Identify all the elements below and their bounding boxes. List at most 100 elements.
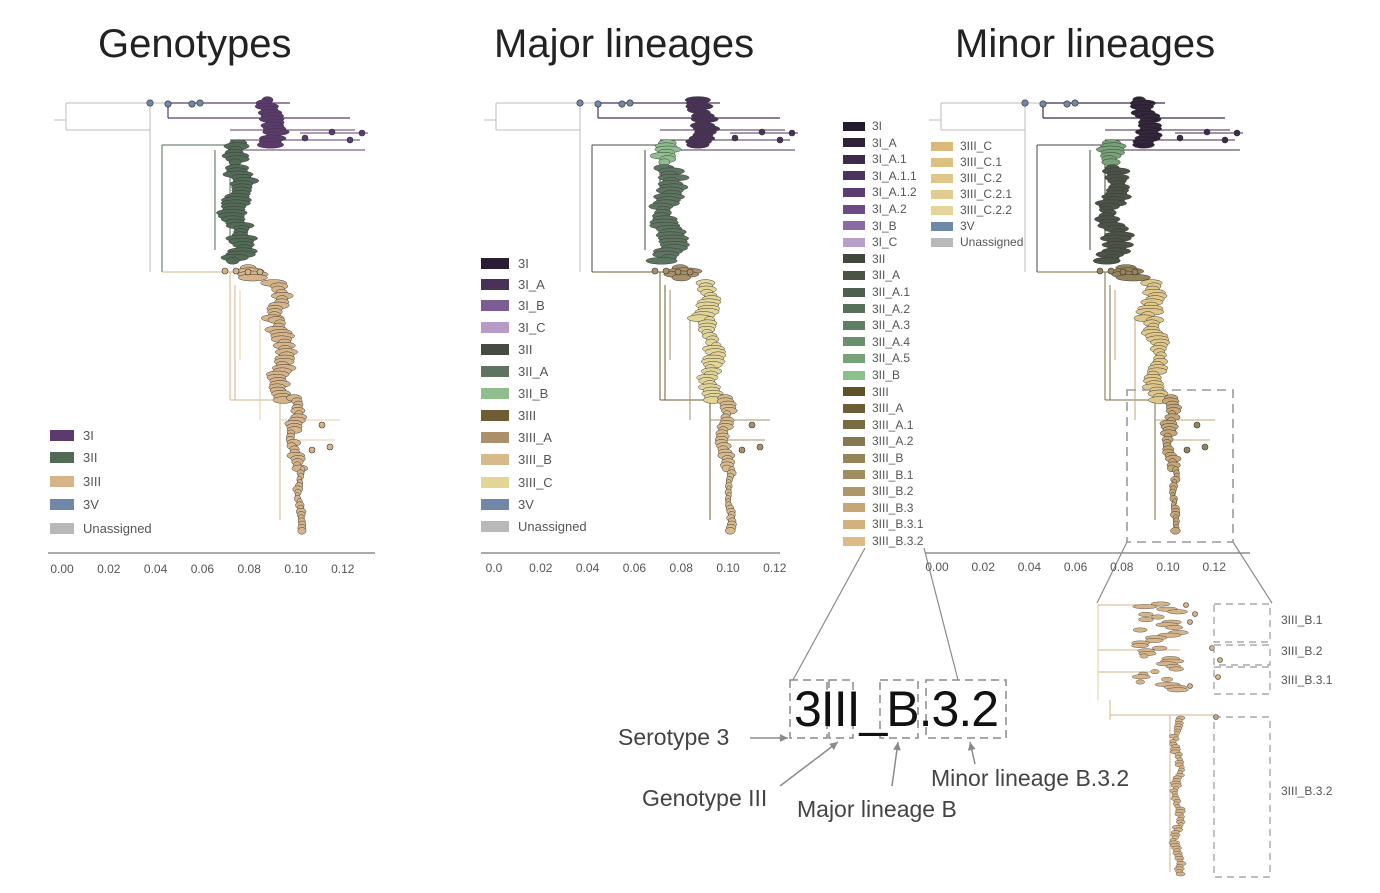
clade-segment <box>226 257 240 265</box>
legend-label: 3III_B.3.2 <box>872 534 924 548</box>
legend-swatch <box>843 519 865 529</box>
legend-label: 3I_A.1 <box>872 152 907 167</box>
clade-segment <box>1150 601 1171 607</box>
clade-segment <box>1131 643 1149 648</box>
legend-item: 3I_A <box>843 136 897 150</box>
clade-segment <box>1092 257 1121 265</box>
tip-node <box>1203 128 1211 136</box>
tip-node <box>756 443 764 451</box>
legend-swatch <box>843 337 865 347</box>
axis-tick-label: 0.04 <box>143 562 168 576</box>
legend-item: 3I_A.1.2 <box>843 185 917 199</box>
tip-node <box>788 129 796 137</box>
clade-segment <box>297 527 307 535</box>
legend-item: 3II_A.2 <box>843 302 910 316</box>
legend-label: 3III_C <box>960 139 993 153</box>
legend-swatch <box>843 403 865 413</box>
legend-item: 3III_C.2 <box>931 171 1002 185</box>
tip-node <box>221 267 229 275</box>
tip-node <box>328 128 336 136</box>
legend-label: 3III_A.2 <box>872 434 914 449</box>
legend-item: 3I_C <box>481 320 545 335</box>
axis-tick-label: 0.08 <box>669 561 693 575</box>
legend-item: 3III_C.2.2 <box>931 203 1012 217</box>
legend-item: 3III <box>50 474 101 489</box>
legend-item: 3V <box>931 219 975 233</box>
legend-swatch <box>843 436 865 446</box>
legend-item: 3I <box>843 119 882 133</box>
clade-segment <box>237 273 268 282</box>
code-part-box <box>925 679 1007 739</box>
zoom-connector <box>1096 541 1128 604</box>
axis-tick-label: 0.10 <box>284 562 308 576</box>
tip-node <box>1021 99 1029 107</box>
tip-node <box>1183 602 1189 608</box>
clade-segment <box>1132 141 1155 149</box>
legend-label: 3I_A.1.2 <box>872 185 917 200</box>
legend-label: 3I_C <box>872 235 898 250</box>
tip-node <box>188 100 196 108</box>
zoom-connector <box>923 547 959 681</box>
legend-swatch <box>843 254 865 264</box>
legend-swatch <box>843 320 865 330</box>
code-part-box <box>879 679 919 739</box>
tip-node <box>1176 134 1184 142</box>
legend-item: 3I_A <box>481 277 545 292</box>
lineage-code: 3III_B.3.2 <box>794 681 999 737</box>
tip-node <box>748 421 756 429</box>
zoom-subbox <box>1213 666 1271 695</box>
tip-node <box>1192 611 1198 617</box>
tip-node <box>301 134 309 142</box>
legend-item: 3II_B <box>481 386 548 401</box>
legend-label: 3I_B <box>872 218 897 233</box>
legend-swatch <box>843 204 865 214</box>
legend-item: 3III_B.3 <box>843 501 913 515</box>
clade-segment <box>1135 679 1145 685</box>
tip-node <box>232 267 240 275</box>
legend-swatch <box>931 237 953 247</box>
zoom-label-b31: 3III_B.3.1 <box>1281 673 1333 687</box>
tip-node <box>1187 683 1193 689</box>
axis-tick-label: 0.08 <box>1110 560 1134 574</box>
legend-swatch <box>931 221 953 231</box>
tip-node <box>1233 129 1241 137</box>
arrow-head <box>893 742 901 751</box>
tip-node <box>1221 136 1229 144</box>
legend-item: 3II <box>50 450 97 465</box>
legend-label: 3III_B.1 <box>872 467 914 482</box>
code-part-box <box>789 679 828 739</box>
legend-item: 3II_A <box>843 268 900 282</box>
legend-label: 3III_C.2 <box>960 171 1003 185</box>
clade-segment <box>1138 617 1154 622</box>
legend-label: 3II_A.2 <box>872 301 911 316</box>
tip-node <box>308 446 316 454</box>
axis-tick-label: 0.02 <box>529 561 553 575</box>
axis-tick-label: 0.10 <box>1156 560 1180 574</box>
serotype-label: Serotype 3 <box>618 724 730 750</box>
legend-label: 3I_A <box>872 135 897 150</box>
tip-node <box>674 268 682 276</box>
legend-item: 3I_A.1 <box>843 152 907 166</box>
legend-swatch <box>931 141 953 151</box>
clade-segment <box>1161 677 1174 682</box>
legend-label: 3III_A <box>872 401 904 416</box>
legend-item: 3II_A.1 <box>843 285 910 299</box>
tip-node <box>731 134 739 142</box>
legend-item: 3I_A.2 <box>843 202 907 216</box>
legend-swatch <box>843 420 865 430</box>
clade-segment <box>1167 609 1188 615</box>
clade-segment <box>645 257 678 265</box>
legend-swatch <box>843 171 865 181</box>
tip-node <box>326 443 334 451</box>
legend-item: 3III_B.1 <box>843 468 913 482</box>
legend-item: 3I_C <box>843 235 897 249</box>
clade-segment <box>1170 527 1181 535</box>
legend-item: 3III_C.1 <box>931 155 1002 169</box>
legend-item: 3II_A.3 <box>843 318 910 332</box>
tip-node <box>1039 100 1047 108</box>
genotype-label: Genotype III <box>642 785 768 811</box>
tip-node <box>1201 443 1209 451</box>
clade-segment <box>1131 674 1151 680</box>
legend-item: 3III_B <box>843 451 903 465</box>
